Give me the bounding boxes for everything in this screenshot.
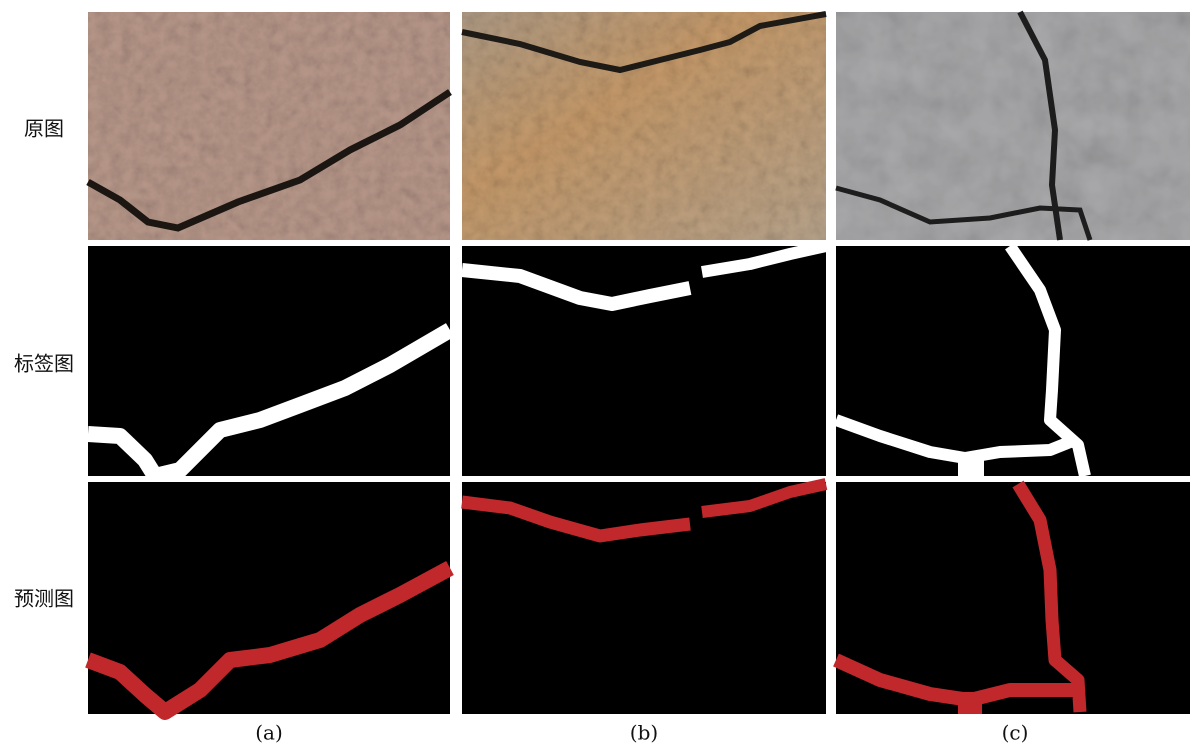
photo-b xyxy=(462,12,826,240)
row-label: 标签图 xyxy=(14,352,74,376)
label-a xyxy=(88,246,450,476)
pred-a xyxy=(88,482,450,714)
pred-c xyxy=(836,482,1190,714)
column-label: (c) xyxy=(1002,721,1029,745)
row-label: 预测图 xyxy=(14,587,74,611)
pred-b xyxy=(462,482,826,714)
column-label: (a) xyxy=(255,721,283,745)
column-label: (b) xyxy=(630,721,658,745)
label-c xyxy=(836,246,1190,476)
figure: 原图 标签图 预测图 (a) (b) (c) xyxy=(0,0,1190,745)
label-b xyxy=(462,246,826,476)
photo-c xyxy=(836,12,1190,240)
photo-a xyxy=(88,12,450,240)
row-label: 原图 xyxy=(24,117,64,141)
